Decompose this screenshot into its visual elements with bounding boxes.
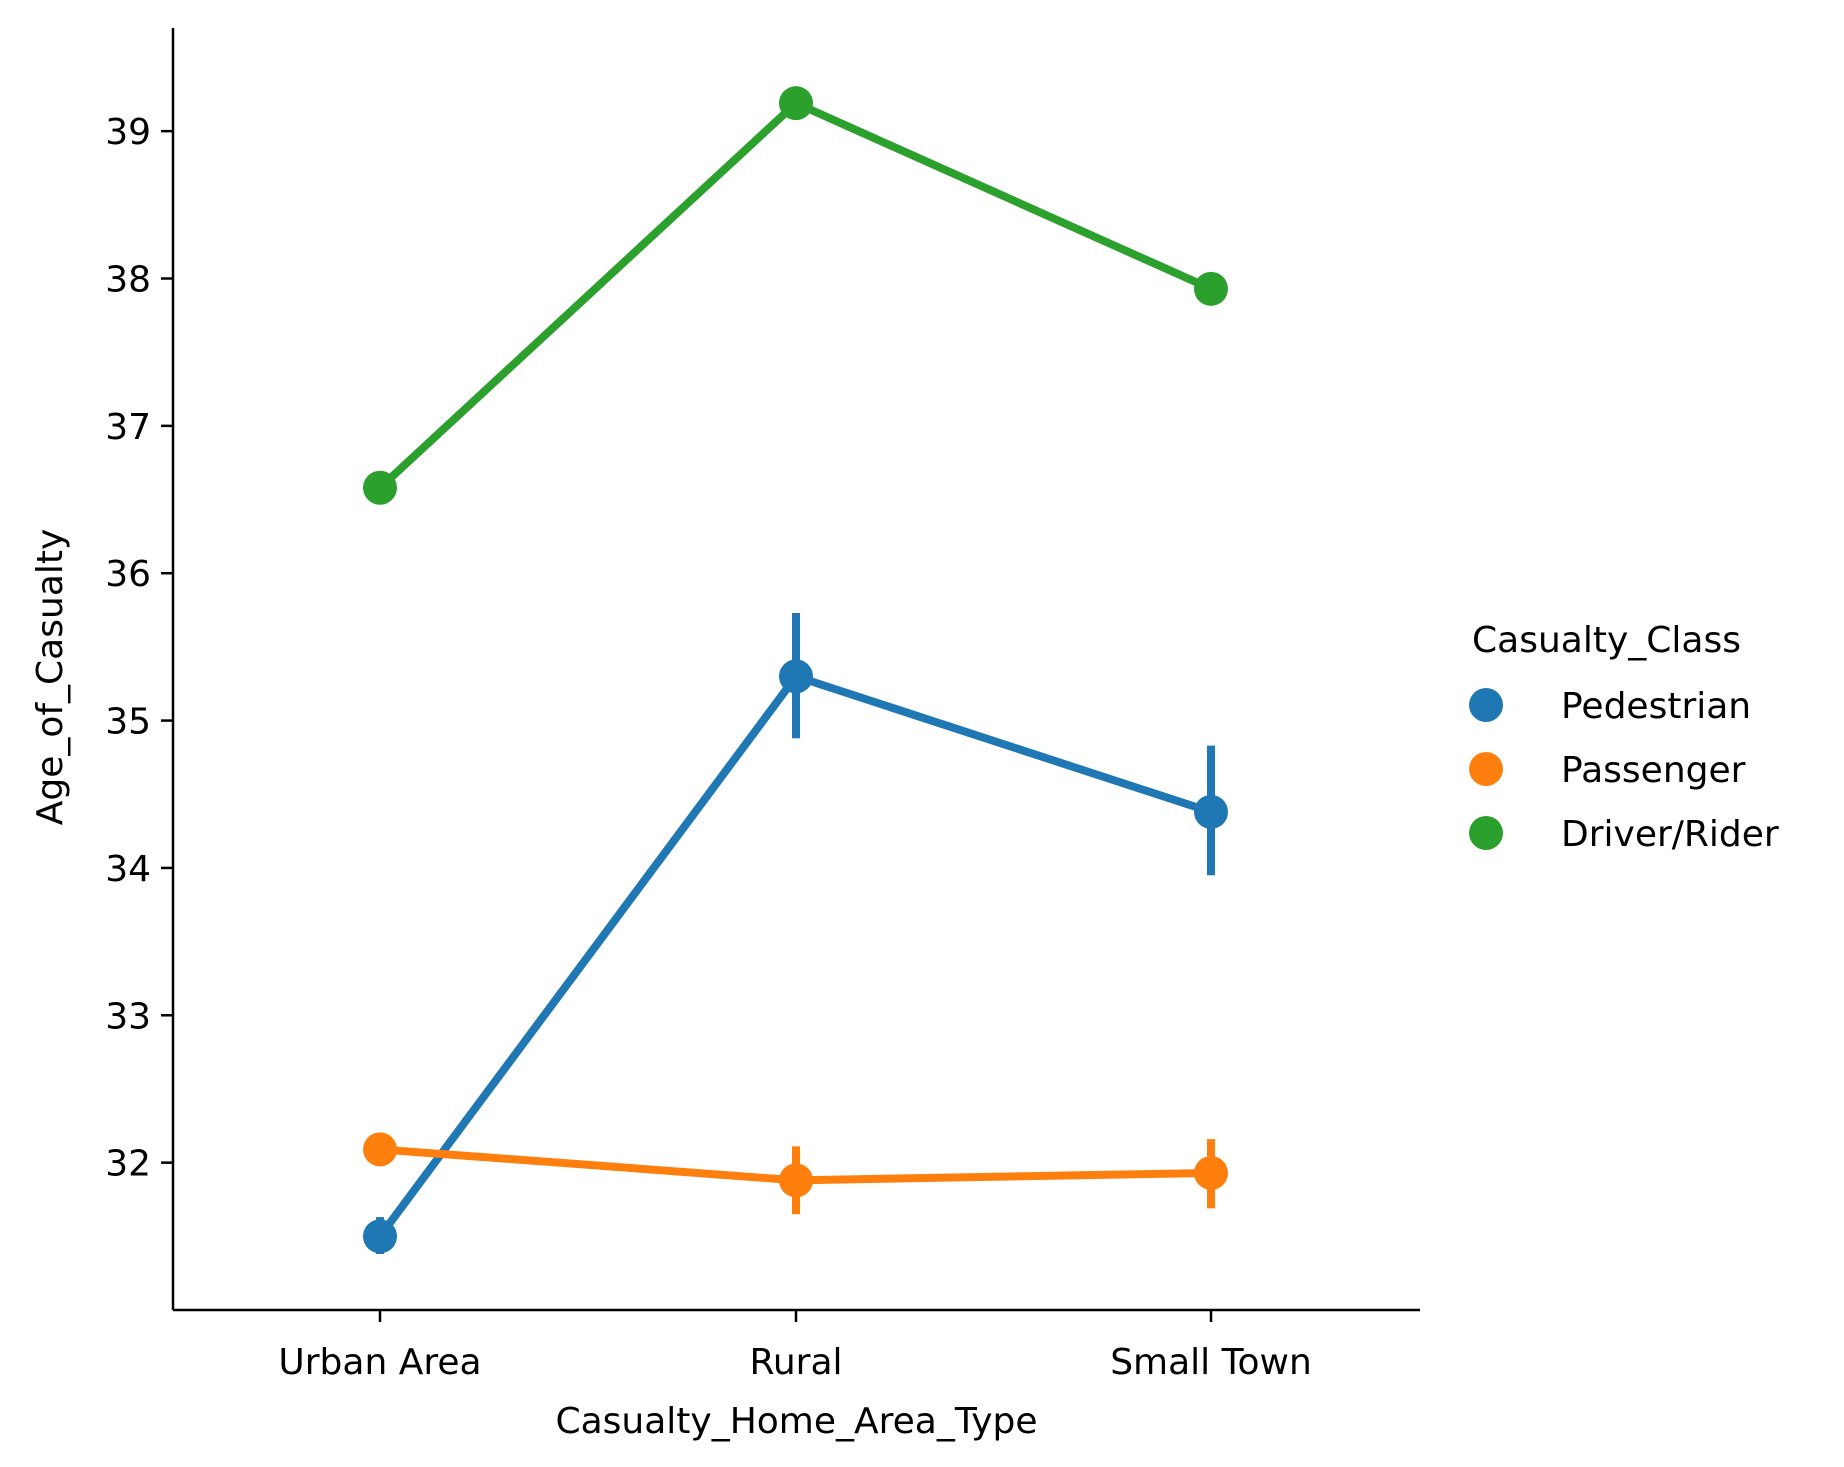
x-axis-title: Casualty_Home_Area_Type <box>555 1401 1037 1442</box>
data-point <box>1194 794 1228 829</box>
legend-marker <box>1469 816 1503 850</box>
y-tick-label: 33 <box>105 996 151 1037</box>
legend-marker <box>1469 688 1503 722</box>
y-tick-label: 39 <box>105 112 151 153</box>
y-tick-label: 35 <box>105 702 151 743</box>
legend-title: Casualty_Class <box>1472 620 1741 661</box>
y-axis-title: Age_of_Casualty <box>30 529 71 826</box>
y-tick-label: 38 <box>105 260 151 301</box>
legend: Casualty_Class Pedestrian Passenger Driver/… <box>1469 620 1779 855</box>
legend-label: Pedestrian <box>1561 686 1751 727</box>
series-line <box>376 99 1215 492</box>
axes: 32 33 34 35 36 37 38 39 Urban Area Rural Small Tow… <box>30 28 1420 1442</box>
series-driver-rider <box>363 86 1228 505</box>
y-tick-label: 32 <box>105 1144 151 1185</box>
data-point <box>779 659 813 694</box>
x-tick-label: Urban Area <box>278 1342 481 1383</box>
plot-area <box>363 86 1228 1255</box>
data-point <box>1194 1155 1228 1190</box>
y-tick-label: 37 <box>105 407 151 448</box>
y-tick-label: 34 <box>105 849 151 890</box>
x-tick-label: Rural <box>749 1342 842 1383</box>
data-point <box>363 470 397 505</box>
y-tick-label: 36 <box>105 554 151 595</box>
legend-label: Driver/Rider <box>1561 814 1779 855</box>
data-point <box>363 1132 397 1167</box>
series-pedestrian <box>363 613 1228 1255</box>
data-point <box>363 1219 397 1254</box>
x-tick-label: Small Town <box>1110 1342 1312 1383</box>
legend-label: Passenger <box>1561 750 1746 791</box>
series-passenger <box>363 1132 1228 1215</box>
data-point <box>779 1163 813 1198</box>
data-point <box>1194 271 1228 306</box>
data-point <box>779 86 813 121</box>
legend-marker <box>1469 752 1503 786</box>
